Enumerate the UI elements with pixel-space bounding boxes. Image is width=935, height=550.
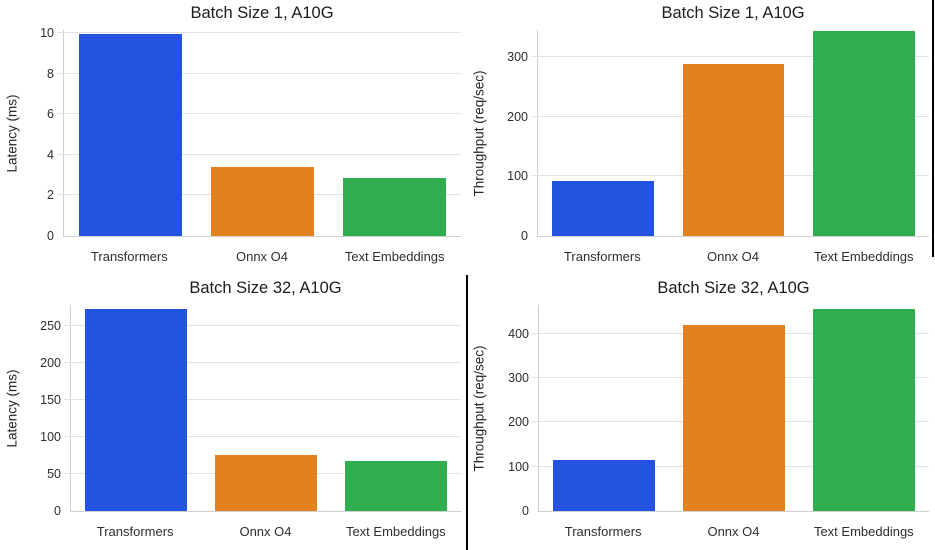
y-tick-label: 0 [522,504,529,518]
bar-slot [201,305,331,511]
divider-line-right [932,0,934,257]
y-tick-label: 8 [47,66,54,81]
x-tick-label: Transformers [564,524,642,539]
bar-slot [71,305,201,511]
gridline [57,32,461,34]
bar-text-embeddings [813,308,915,511]
x-tick-label: Onnx O4 [239,524,292,539]
x-tick-label: Text Embeddings [344,249,445,264]
gridline [64,361,461,363]
bar-slot [196,30,328,236]
y-tick-label: 400 [508,326,529,341]
y-tick-label: 10 [40,26,54,41]
gridline [57,72,461,74]
bar-onnx-o4 [210,167,315,236]
y-tick-label: 2 [47,188,54,203]
chart-title: Batch Size 32, A10G [657,279,810,297]
bar-transformers [85,308,187,511]
y-tick-label: 200 [508,415,529,430]
gridline [64,435,461,437]
y-tick-label: 50 [47,466,61,481]
x-axis-labels: Transformers Onnx O4 Text Embeddings [63,249,461,267]
y-tick-label: 100 [508,459,529,474]
y-tick-label: 200 [507,109,528,124]
bar-slot [64,30,196,236]
y-tick-label: 300 [507,50,528,65]
y-axis-label-text: Throughput (req/sec) [471,70,487,197]
y-axis-label: Latency (ms) [2,305,22,512]
x-tick-label: Onnx O4 [707,524,760,539]
y-tick-label: 100 [507,169,528,184]
chart-title: Batch Size 32, A10G [189,279,342,297]
bar-slot [538,30,668,236]
gridline [64,324,461,326]
x-axis-labels: Transformers Onnx O4 Text Embeddings [538,524,929,542]
gridline [64,398,461,400]
divider-line-middle [466,275,468,550]
bar-text-embeddings [343,178,447,236]
gridline [57,153,461,155]
bar-transformers [553,459,655,511]
chart-title: Batch Size 1, A10G [190,4,334,22]
y-axis-label: Throughput (req/sec) [469,30,489,237]
y-tick-label: 0 [521,229,528,243]
chart-throughput-batch32: Batch Size 32, A10G Throughput (req/sec) 0… [467,275,935,550]
y-tick-label: 150 [40,392,61,407]
x-tick-label: Transformers [90,249,168,264]
x-axis-labels: Transformers Onnx O4 Text Embeddings [537,249,929,267]
bar-slot [539,305,669,511]
y-tick-label: 100 [40,429,61,444]
x-tick-label: Text Embeddings [813,524,914,539]
bar-slot [799,305,929,511]
bars-group [71,305,461,511]
y-tick-label: 4 [47,147,54,162]
y-axis-label-text: Throughput (req/sec) [471,345,487,472]
bar-slot [331,305,461,511]
x-tick-label: Transformers [96,524,174,539]
x-tick-label: Text Embeddings [813,249,914,264]
x-tick-label: Transformers [563,249,641,264]
bar-slot [668,30,798,236]
y-tick-label: 0 [54,504,61,518]
y-axis-label: Throughput (req/sec) [469,305,489,512]
bar-transformers [552,180,654,236]
x-tick-label: Onnx O4 [235,249,289,264]
chart-latency-batch32: Batch Size 32, A10G Latency (ms) 0 50 100 150… [0,275,467,550]
bars-group [538,30,929,236]
plot-area: 0 100 200 300 400 [508,305,929,518]
plot-area: 0 50 100 150 200 250 [40,305,461,518]
y-axis-label-text: Latency (ms) [4,369,20,448]
bar-text-embeddings [813,31,915,236]
bar-slot [329,30,461,236]
y-tick-label: 250 [40,318,61,333]
y-tick-label: 0 [47,229,54,243]
bar-transformers [78,34,182,236]
x-axis-labels: Transformers Onnx O4 Text Embeddings [70,524,461,542]
x-tick-label: Text Embeddings [345,524,446,539]
bars-group [64,30,461,236]
bar-onnx-o4 [215,454,317,511]
y-tick-label: 300 [508,371,529,386]
chart-throughput-batch1: Batch Size 1, A10G Throughput (req/sec) 0 1… [467,0,935,275]
bar-slot [669,305,799,511]
y-axis-label-text: Latency (ms) [4,94,20,173]
bar-onnx-o4 [683,324,785,511]
y-tick-label: 6 [47,107,54,122]
y-tick-label: 200 [40,355,61,370]
bars-group [539,305,929,511]
y-axis-label: Latency (ms) [2,30,22,237]
gridline [531,56,929,58]
gridline [57,113,461,115]
plot-area: 0 100 200 300 [507,30,929,243]
plot-area: 0 2 4 6 8 10 [40,26,461,243]
bar-text-embeddings [345,460,447,511]
chart-latency-batch1: Batch Size 1, A10G Latency (ms) 0 2 4 6 8 10 Tra… [0,0,467,275]
bar-onnx-o4 [682,63,785,236]
chart-title: Batch Size 1, A10G [661,4,805,22]
x-tick-label: Onnx O4 [706,249,760,264]
bar-slot [799,30,929,236]
